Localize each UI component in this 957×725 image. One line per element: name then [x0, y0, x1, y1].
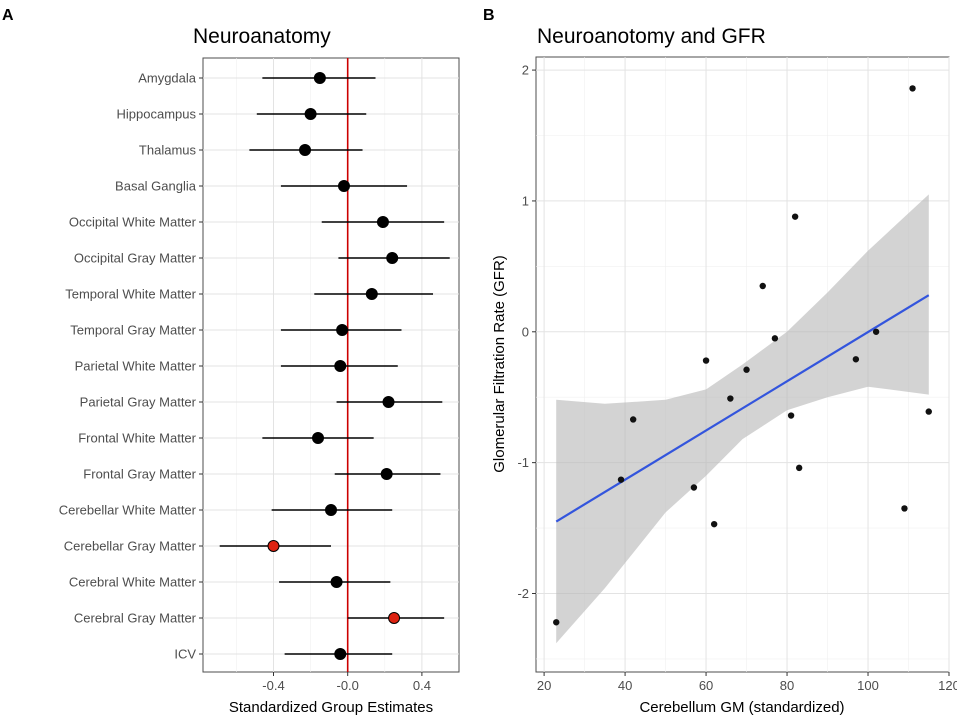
panel-a-estimate-point	[365, 288, 378, 300]
panel-b-y-tick-label: 1	[522, 193, 529, 208]
panel-a-estimate-point	[334, 648, 347, 660]
panel-a-y-tick-label: Temporal Gray Matter	[70, 323, 196, 338]
panel-b-confidence-band	[556, 194, 929, 644]
panel-a-title: Neuroanatomy	[193, 25, 331, 48]
panel-b-data-point	[787, 412, 795, 419]
panel-b-data-point	[872, 328, 880, 335]
panel-b-data-point	[690, 484, 698, 491]
panel-b-data-point	[771, 335, 779, 342]
panel-b-data-point	[727, 395, 734, 402]
panel-b-data-point	[925, 408, 932, 415]
panel-a-x-tick-label: -0.4	[262, 678, 284, 693]
panel-b-data-point	[852, 356, 860, 363]
panel-b-data-point	[795, 464, 803, 472]
panel-b-x-tick-label: 120	[938, 678, 957, 693]
panel-a-estimate-point	[325, 504, 337, 516]
panel-a-y-tick-label: Parietal White Matter	[75, 359, 197, 374]
panel-a-estimate-point	[376, 216, 389, 228]
panel-a-letter: A	[2, 7, 14, 24]
panel-a-y-tick-label: Frontal Gray Matter	[83, 467, 196, 482]
panel-b-data-point	[702, 357, 710, 364]
panel-a-y-tick-label: Basal Ganglia	[115, 179, 197, 194]
panel-a-estimate-point	[304, 108, 317, 120]
panel-b-data-point	[617, 476, 625, 483]
panel-a-y-tick-label: Frontal White Matter	[78, 431, 196, 446]
panel-a-estimate-point	[334, 360, 347, 372]
panel-a-y-tick-label: Cerebellar White Matter	[59, 503, 197, 518]
panel-a-y-tick-label: Cerebral Gray Matter	[74, 611, 197, 626]
panel-a-y-tick-label: Cerebral White Matter	[69, 575, 197, 590]
panel-b-data-point	[791, 213, 799, 220]
panel-a-y-tick-label: Hippocampus	[117, 107, 197, 122]
panel-a-y-tick-label: Temporal White Matter	[65, 287, 196, 302]
panel-a-estimate-point	[388, 612, 401, 624]
panel-a-x-axis-label: Standardized Group Estimates	[229, 699, 433, 716]
panel-b-data-point	[901, 505, 908, 512]
panel-b-y-tick-label: -2	[517, 586, 529, 601]
panel-a-estimate-point	[313, 72, 326, 84]
panel-a-estimate-point	[336, 324, 349, 336]
panel-a-estimate-point	[299, 144, 312, 156]
panel-a-estimate-point	[330, 576, 343, 588]
panel-a-estimate-point	[267, 540, 280, 552]
panel-b-letter: B	[483, 7, 495, 24]
panel-a-estimate-point	[386, 252, 399, 264]
panel-a-y-tick-label: Thalamus	[139, 143, 197, 158]
panel-b-x-tick-label: 60	[699, 678, 713, 693]
panel-a-y-tick-label: Cerebellar Gray Matter	[64, 539, 197, 554]
panel-b-fit-line	[555, 294, 930, 523]
panel-b-data-point	[629, 416, 637, 423]
panel-b-scatter-plot: 20 40 60 80 100 120 -2 -1 0 1 2	[517, 57, 957, 693]
panel-b-y-axis-label: Glomerular Filtration Rate (GFR)	[491, 255, 508, 473]
panel-b-x-tick-label: 40	[618, 678, 632, 693]
panel-b-x-axis-label: Cerebellum GM (standardized)	[639, 699, 844, 716]
panel-b-x-tick-label: 100	[857, 678, 879, 693]
panel-b-y-tick-label: -1	[517, 455, 529, 470]
panel-a-estimate-point	[312, 432, 325, 444]
panel-b-y-tick-label: 0	[522, 324, 529, 339]
panel-a-y-tick-label: Occipital Gray Matter	[74, 251, 197, 266]
panel-b-data-point	[909, 85, 916, 92]
panel-b-data-point	[759, 282, 766, 290]
panel-a-estimate-point	[337, 180, 350, 192]
panel-b-data-point	[553, 619, 560, 626]
panel-b-y-tick-label: 2	[522, 63, 529, 78]
panel-a-x-tick-label: 0.4	[413, 678, 431, 693]
panel-b-data-point	[710, 520, 718, 528]
panel-b-x-tick-label: 80	[780, 678, 794, 693]
panel-a-estimate-point	[382, 396, 395, 408]
panel-a-forest-plot: Amygdala Hippocampus Thalamus Basal Ganglia…	[59, 58, 459, 693]
panel-b-title: Neuroanotomy and GFR	[537, 25, 766, 48]
panel-a-plot-border	[202, 57, 460, 673]
panel-a-y-tick-label: Parietal Gray Matter	[80, 395, 197, 410]
panel-b-x-tick-label: 20	[537, 678, 551, 693]
panel-a-estimate-point	[380, 468, 393, 480]
panel-a-y-tick-label: Occipital White Matter	[69, 215, 197, 230]
panel-a-y-tick-label: ICV	[174, 647, 196, 662]
panel-b-data-point	[743, 366, 750, 373]
panel-a-y-tick-label: Amygdala	[138, 71, 197, 86]
panel-a-x-tick-label: -0.0	[336, 678, 358, 693]
